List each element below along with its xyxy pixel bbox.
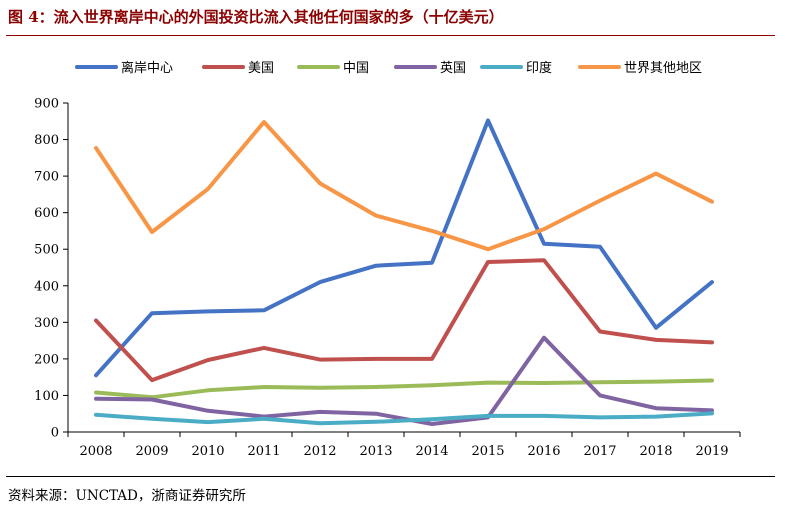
legend-label: 印度 [526,60,552,76]
series-line [94,118,714,378]
y-tick-label: 800 [34,133,59,148]
y-tick-label: 900 [34,97,59,112]
source-note: 资料来源：UNCTAD，浙商证券研究所 [8,488,246,504]
y-tick-label: 600 [34,206,59,221]
y-tick-label: 700 [34,170,59,185]
x-tick-label: 2013 [359,444,392,459]
figure-title: 图 4：流入世界离岸中心的外国投资比流入其他任何国家的多（十亿美元） [8,8,504,26]
legend-label: 美国 [248,61,274,76]
x-tick-label: 2014 [415,444,448,459]
x-tick-label: 2015 [471,444,504,459]
source-rule [6,476,775,477]
y-tick-label: 400 [34,279,59,294]
y-tick-label: 100 [34,389,59,404]
legend-label: 英国 [440,61,466,76]
series-line [94,378,714,400]
y-tick-label: 300 [34,316,59,331]
y-tick-label: 0 [51,426,59,441]
x-tick-label: 2010 [191,444,224,459]
legend: 离岸中心 美国 中国 英国 印度 世界其他地区 [75,60,702,76]
legend-label: 世界其他地区 [624,61,702,76]
x-tick-label: 2019 [695,444,728,459]
series-line [94,120,714,252]
x-tick-label: 2017 [583,444,616,459]
title-rule [6,35,775,36]
x-tick-label: 2008 [79,444,112,459]
x-tick-label: 2012 [303,444,336,459]
series-line [94,258,714,383]
series-lines [94,118,714,426]
legend-label: 离岸中心 [121,60,173,76]
x-tick-label: 2009 [135,444,168,459]
x-tick-label: 2018 [639,444,672,459]
y-tick-label: 200 [34,352,59,367]
axes: 0 100 200 300 400 500 600 700 800 900 2008 2009 2010… [34,97,741,459]
x-tick-label: 2011 [247,444,280,459]
x-tick-label: 2016 [527,444,560,459]
y-tick-label: 500 [34,243,59,258]
legend-label: 中国 [343,61,369,76]
series-line [94,411,714,426]
